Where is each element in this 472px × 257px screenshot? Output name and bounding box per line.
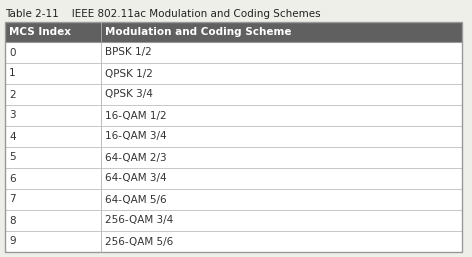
Bar: [101, 210, 462, 231]
Bar: [5, 42, 101, 63]
Text: 64-QAM 3/4: 64-QAM 3/4: [105, 173, 167, 183]
Text: MCS Index: MCS Index: [9, 27, 71, 37]
Text: 8: 8: [9, 216, 16, 225]
Bar: [5, 22, 462, 252]
Bar: [101, 147, 462, 168]
Bar: [101, 231, 462, 252]
Bar: [101, 126, 462, 147]
Bar: [5, 22, 101, 42]
Text: 16-QAM 1/2: 16-QAM 1/2: [105, 111, 167, 121]
Text: 64-QAM 5/6: 64-QAM 5/6: [105, 195, 167, 205]
Text: 0: 0: [9, 48, 16, 58]
Text: 6: 6: [9, 173, 16, 183]
Bar: [101, 84, 462, 105]
Text: 64-QAM 2/3: 64-QAM 2/3: [105, 152, 167, 162]
Bar: [5, 210, 101, 231]
Text: 256-QAM 3/4: 256-QAM 3/4: [105, 216, 173, 225]
Bar: [5, 84, 101, 105]
Text: 16-QAM 3/4: 16-QAM 3/4: [105, 132, 167, 142]
Bar: [101, 105, 462, 126]
Text: Table 2-11    IEEE 802.11ac Modulation and Coding Schemes: Table 2-11 IEEE 802.11ac Modulation and …: [5, 9, 320, 19]
Text: 5: 5: [9, 152, 16, 162]
Bar: [101, 42, 462, 63]
Bar: [5, 63, 101, 84]
Bar: [101, 168, 462, 189]
Text: 3: 3: [9, 111, 16, 121]
Text: 2: 2: [9, 89, 16, 99]
Bar: [5, 189, 101, 210]
Bar: [5, 147, 101, 168]
Text: 256-QAM 5/6: 256-QAM 5/6: [105, 236, 173, 246]
Text: 9: 9: [9, 236, 16, 246]
Text: QPSK 3/4: QPSK 3/4: [105, 89, 153, 99]
Bar: [101, 189, 462, 210]
Bar: [5, 126, 101, 147]
Bar: [101, 63, 462, 84]
Text: 4: 4: [9, 132, 16, 142]
Bar: [5, 105, 101, 126]
Text: 7: 7: [9, 195, 16, 205]
Text: Modulation and Coding Scheme: Modulation and Coding Scheme: [105, 27, 292, 37]
Text: BPSK 1/2: BPSK 1/2: [105, 48, 152, 58]
Bar: [5, 231, 101, 252]
Text: QPSK 1/2: QPSK 1/2: [105, 69, 153, 78]
Text: 1: 1: [9, 69, 16, 78]
Bar: [5, 168, 101, 189]
Bar: [101, 22, 462, 42]
